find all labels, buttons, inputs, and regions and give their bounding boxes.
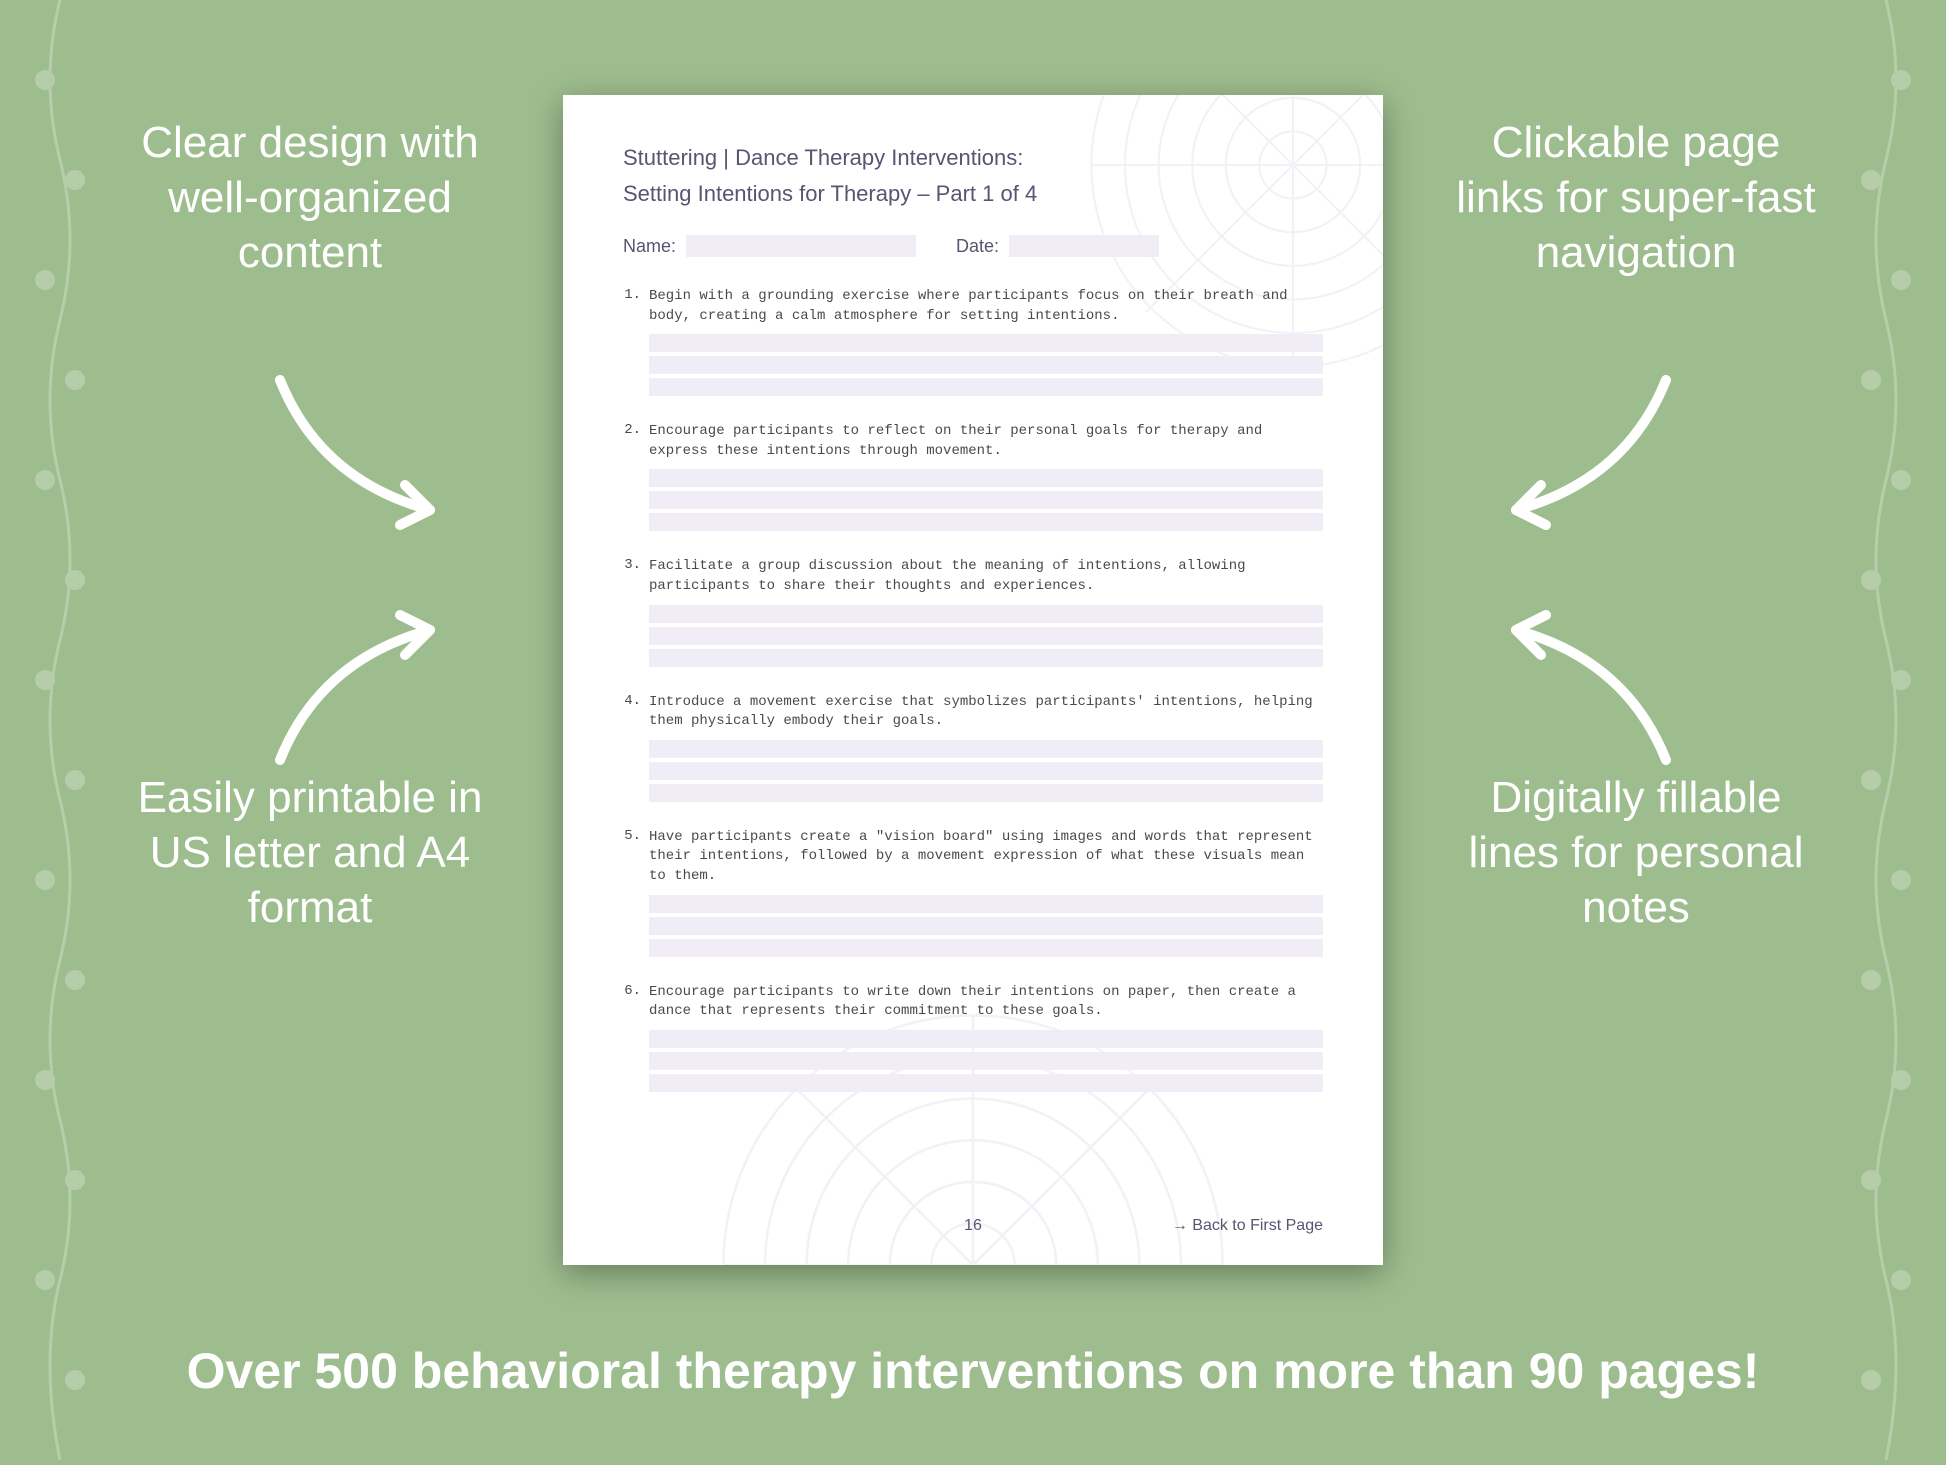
fillable-line[interactable]: [649, 378, 1323, 396]
fillable-line[interactable]: [649, 605, 1323, 623]
list-item: 3.Facilitate a group discussion about th…: [623, 557, 1323, 666]
meta-row: Name: Date:: [623, 235, 1323, 257]
list-item: 1.Begin with a grounding exercise where …: [623, 287, 1323, 396]
item-number: 3.: [623, 557, 641, 596]
fillable-line[interactable]: [649, 334, 1323, 352]
fillable-lines[interactable]: [649, 740, 1323, 802]
item-number: 6.: [623, 983, 641, 1022]
fillable-lines[interactable]: [649, 605, 1323, 667]
document-title: Stuttering | Dance Therapy Interventions…: [623, 145, 1323, 171]
item-number: 5.: [623, 828, 641, 887]
fillable-line[interactable]: [649, 469, 1323, 487]
fillable-lines[interactable]: [649, 1030, 1323, 1092]
fillable-lines[interactable]: [649, 469, 1323, 531]
fillable-line[interactable]: [649, 649, 1323, 667]
fillable-line[interactable]: [649, 917, 1323, 935]
page-footer: 16 → Back to First Page: [623, 1217, 1323, 1235]
document-page: Stuttering | Dance Therapy Interventions…: [563, 95, 1383, 1265]
fillable-line[interactable]: [649, 1052, 1323, 1070]
fillable-line[interactable]: [649, 356, 1323, 374]
list-item: 2.Encourage participants to reflect on t…: [623, 422, 1323, 531]
list-item: 4.Introduce a movement exercise that sym…: [623, 693, 1323, 802]
list-item: 5.Have participants create a "vision boa…: [623, 828, 1323, 957]
item-number: 2.: [623, 422, 641, 461]
item-text: Encourage participants to write down the…: [649, 983, 1323, 1022]
decorative-vine-right: [1836, 0, 1936, 1460]
fillable-line[interactable]: [649, 762, 1323, 780]
fillable-line[interactable]: [649, 895, 1323, 913]
item-text: Introduce a movement exercise that symbo…: [649, 693, 1323, 732]
arrow-bottom-left-icon: [260, 580, 460, 780]
fillable-lines[interactable]: [649, 334, 1323, 396]
bottom-banner: Over 500 behavioral therapy intervention…: [0, 1342, 1946, 1400]
arrow-top-right-icon: [1486, 360, 1686, 560]
item-text: Begin with a grounding exercise where pa…: [649, 287, 1323, 326]
fillable-line[interactable]: [649, 513, 1323, 531]
fillable-lines[interactable]: [649, 895, 1323, 957]
name-label: Name:: [623, 236, 676, 257]
callout-top-left: Clear design with well-organized content: [130, 115, 490, 280]
callout-bottom-left: Easily printable in US letter and A4 for…: [130, 770, 490, 935]
page-number: 16: [964, 1217, 982, 1235]
list-item: 6.Encourage participants to write down t…: [623, 983, 1323, 1092]
item-text: Facilitate a group discussion about the …: [649, 557, 1323, 596]
arrow-bottom-right-icon: [1486, 580, 1686, 780]
fillable-line[interactable]: [649, 740, 1323, 758]
back-to-first-page-link[interactable]: → Back to First Page: [1172, 1217, 1323, 1235]
fillable-line[interactable]: [649, 784, 1323, 802]
document-subtitle: Setting Intentions for Therapy – Part 1 …: [623, 181, 1323, 207]
item-text: Have participants create a "vision board…: [649, 828, 1323, 887]
fillable-line[interactable]: [649, 1074, 1323, 1092]
decorative-vine-left: [10, 0, 110, 1460]
callout-bottom-right: Digitally fillable lines for personal no…: [1456, 770, 1816, 935]
arrow-top-left-icon: [260, 360, 460, 560]
fillable-line[interactable]: [649, 939, 1323, 957]
date-label: Date:: [956, 236, 999, 257]
callout-top-right: Clickable page links for super-fast navi…: [1456, 115, 1816, 280]
item-number: 1.: [623, 287, 641, 326]
item-number: 4.: [623, 693, 641, 732]
name-input[interactable]: [686, 235, 916, 257]
date-input[interactable]: [1009, 235, 1159, 257]
fillable-line[interactable]: [649, 627, 1323, 645]
fillable-line[interactable]: [649, 491, 1323, 509]
fillable-line[interactable]: [649, 1030, 1323, 1048]
item-text: Encourage participants to reflect on the…: [649, 422, 1323, 461]
